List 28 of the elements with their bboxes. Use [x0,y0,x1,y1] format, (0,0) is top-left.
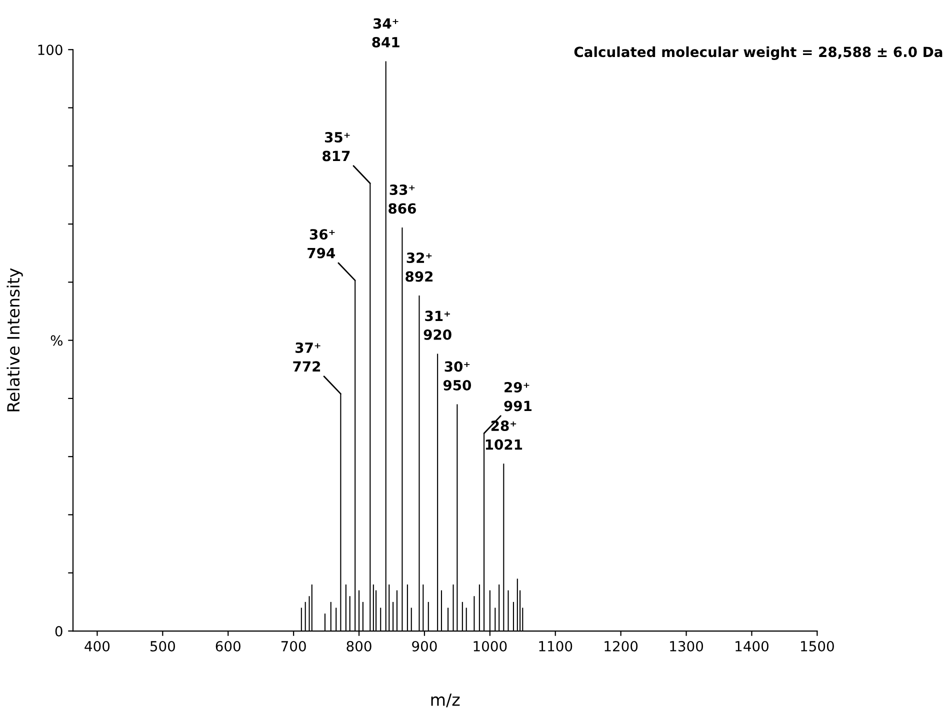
annotation: 28⁺ 1021 [486,420,522,450]
x-tick-label: 800 [346,640,372,652]
y-axis-title: Relative Intensity [6,268,23,412]
annotation: 35⁺ 817 [322,132,350,162]
x-tick-label: 400 [84,640,110,652]
y-tick-label: % [50,335,63,346]
x-tick-label: 1100 [539,640,572,652]
annotation: 29⁺ 991 [504,382,532,412]
x-tick-label: 1200 [604,640,638,652]
x-tick-label: 700 [281,640,306,652]
annotation: 37⁺ 772 [293,342,320,372]
annotation: 34⁺ 841 [372,18,400,48]
x-tick-label: 600 [216,640,240,652]
x-tick-label: 1300 [670,640,704,652]
annotation: 32⁺ 892 [406,252,433,282]
x-tick-label: 900 [412,640,437,652]
x-axis-title: m/z [431,694,460,708]
x-tick-label: 500 [150,640,175,652]
x-tick-label: 1500 [801,640,834,652]
annotation: 33⁺ 866 [388,184,416,214]
annotation: 30⁺ 950 [443,361,472,390]
y-tick-label: 100 [38,44,62,56]
annotation: Calculated molecular weight = 28,588 ± 6.0 Da [574,46,942,60]
annotation: 31⁺ 920 [424,310,452,340]
y-tick-label: 0 [55,626,62,636]
x-tick-label: 1400 [736,640,768,652]
x-tick-label: 1000 [474,640,507,652]
annotation: 36⁺ 794 [308,229,336,258]
